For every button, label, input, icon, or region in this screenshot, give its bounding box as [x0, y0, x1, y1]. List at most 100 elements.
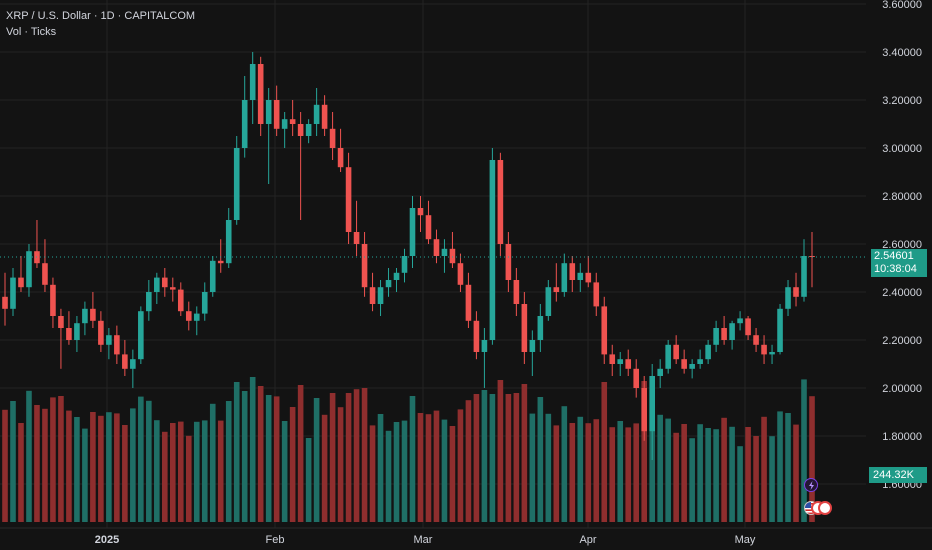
volume-bar: [10, 401, 16, 522]
candle-body: [561, 263, 568, 292]
time-axis[interactable]: 2025 Feb Mar Apr May: [0, 527, 932, 546]
volume-bar: [201, 420, 208, 522]
volume-bar: [321, 414, 328, 522]
candle-body: [633, 368, 640, 388]
candle-body: [625, 359, 632, 369]
candle-body: [273, 100, 280, 129]
price-tick-label: 2.20000: [882, 335, 922, 347]
candle-body: [297, 124, 304, 136]
candle-body: [601, 306, 608, 355]
volume-bar: [34, 405, 40, 522]
candle-body: [26, 251, 32, 288]
volume-bar: [545, 413, 552, 522]
time-tick-label: May: [735, 534, 756, 546]
volume-bar: [793, 424, 799, 522]
price-tick-label: 3.20000: [882, 95, 922, 107]
candle-body: [377, 287, 384, 304]
candle-body: [553, 287, 560, 292]
volume-bar: [425, 414, 432, 522]
candle-body: [569, 263, 576, 280]
candle-body: [761, 344, 767, 355]
symbol-title[interactable]: XRP / U.S. Dollar · 1D · CAPITALCOM: [6, 10, 196, 22]
candle-body: [313, 104, 320, 124]
candle-body: [505, 244, 512, 280]
price-tick-label: 1.80000: [882, 431, 922, 443]
volume-bar: [233, 382, 240, 522]
candle-body: [497, 160, 504, 244]
volume-bar: [433, 410, 440, 522]
volume-bar: [66, 410, 72, 522]
volume-bar: [138, 396, 144, 522]
volume-bar: [769, 436, 775, 522]
volume-bar: [617, 421, 624, 522]
volume-bar: [481, 390, 488, 522]
candle-body: [425, 215, 432, 240]
volume-bar: [553, 425, 560, 522]
volume-bar: [82, 428, 88, 522]
candle-body: [385, 280, 392, 288]
candlesticks: [2, 52, 815, 460]
candle-body: [721, 328, 727, 340]
price-tick-label: 2.60000: [882, 239, 922, 251]
candle-body: [201, 292, 208, 314]
volume-bar: [154, 420, 160, 522]
volume-bar: [641, 381, 648, 522]
candle-body: [209, 260, 216, 292]
volume-bar: [729, 426, 735, 522]
event-icon[interactable]: [818, 501, 832, 515]
candle-body: [321, 104, 328, 129]
volume-bar: [561, 406, 568, 522]
candle-body: [641, 388, 648, 432]
candle-body: [162, 277, 168, 288]
candle-body: [729, 323, 735, 340]
volume-bar: [441, 419, 448, 522]
volume-bar: [537, 397, 544, 522]
volume-indicator-label[interactable]: Vol · Ticks: [6, 26, 57, 38]
candle-body: [337, 148, 344, 168]
candle-body: [154, 277, 160, 292]
volume-bar: [753, 436, 759, 522]
volume-bar: [497, 380, 504, 522]
volume-bar: [593, 419, 600, 522]
last-price-tag: 2.54601 10:38:04: [871, 249, 927, 277]
volume-bar: [345, 393, 352, 522]
volume-bar: [657, 414, 663, 522]
candle-body: [801, 256, 807, 297]
time-tick-label: Feb: [266, 534, 285, 546]
candle-body: [745, 318, 751, 336]
lightning-icon[interactable]: [804, 478, 818, 492]
candle-body: [713, 328, 719, 345]
volume-bar: [777, 411, 783, 522]
candle-body: [593, 282, 600, 307]
price-axis[interactable]: 3.60000 3.40000 3.20000 3.00000 2.80000 2.600…: [882, 0, 922, 491]
volume-bar: [74, 417, 80, 522]
candle-body: [585, 272, 592, 283]
volume-bar: [177, 421, 184, 522]
candle-body: [329, 128, 336, 148]
volume-bar: [146, 400, 152, 522]
candle-body: [281, 119, 288, 129]
candle-body: [249, 64, 256, 100]
candle-body: [2, 296, 8, 309]
volume-bar: [465, 400, 472, 522]
candle-body: [146, 292, 152, 312]
candle-body: [193, 313, 200, 321]
candle-body: [401, 256, 408, 273]
candle-body: [785, 287, 791, 309]
candle-body: [138, 311, 144, 360]
candle-body: [361, 244, 368, 288]
price-tick-label: 2.80000: [882, 191, 922, 203]
candle-body: [609, 354, 616, 364]
volume-bar: [745, 427, 751, 522]
candle-body: [305, 124, 312, 136]
candle-body: [241, 100, 248, 148]
volume-bar: [569, 423, 576, 522]
volume-bar: [26, 390, 32, 522]
candle-body: [793, 287, 799, 297]
candle-body: [90, 308, 96, 321]
volume-bar: [625, 427, 632, 522]
volume-bar: [289, 407, 296, 522]
volume-bar: [42, 408, 48, 522]
time-tick-label: 2025: [95, 534, 119, 546]
